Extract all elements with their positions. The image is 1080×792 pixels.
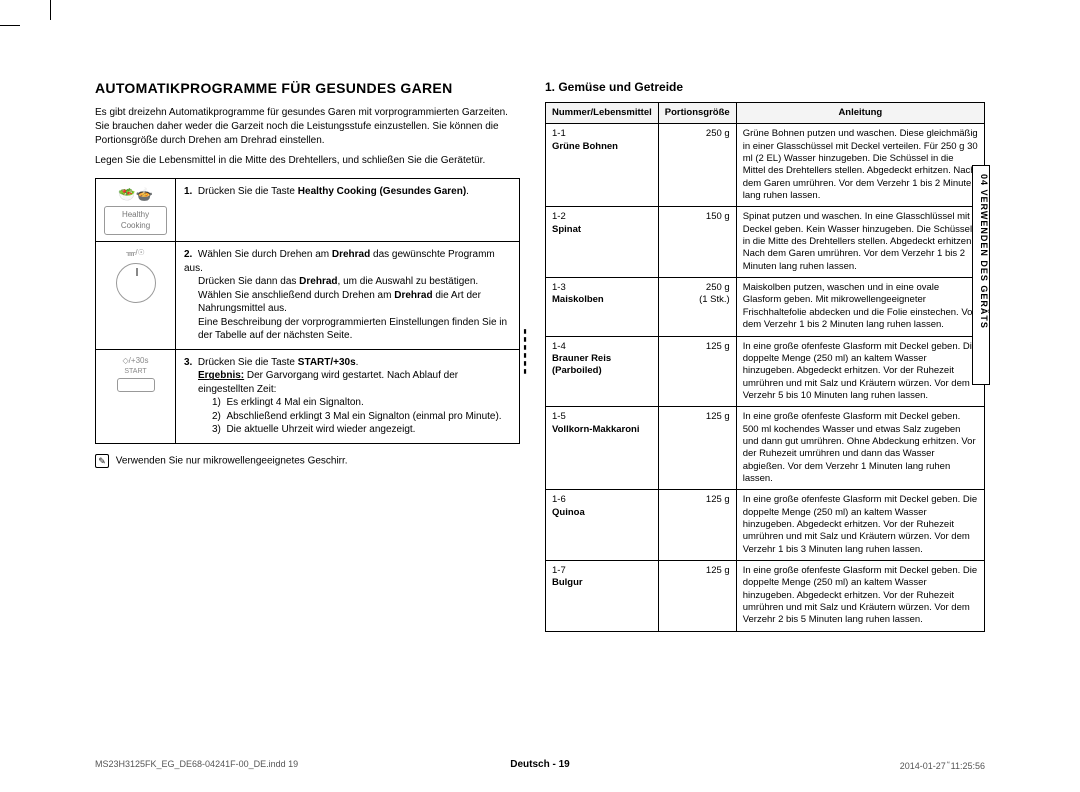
s2b-b: Drehrad <box>299 276 337 287</box>
cell-num: 1-1Grüne Bohnen <box>546 124 659 207</box>
dial-label: ᚄ/☉ <box>104 248 167 259</box>
crop-mark-h <box>0 25 20 26</box>
cell-instr: Grüne Bohnen putzen und waschen. Diese g… <box>736 124 984 207</box>
cell-instr: In eine große ofenfeste Glasform mit Dec… <box>736 490 984 561</box>
table-row: 1-5Vollkorn-Makkaroni125 gIn eine große … <box>546 407 985 490</box>
s3a-b: START/+30s <box>298 357 356 368</box>
healthy-cooking-button-illustration: Healthy Cooking <box>104 206 167 236</box>
s3-l3: Die aktuelle Uhrzeit wird wieder angezei… <box>226 424 415 435</box>
cell-num: 1-6Quinoa <box>546 490 659 561</box>
table-row: 1-1Grüne Bohnen250 gGrüne Bohnen putzen … <box>546 124 985 207</box>
th-portion: Portionsgröße <box>658 103 736 124</box>
s3a-pre: Drücken Sie die Taste <box>198 357 298 368</box>
cell-portion: 250 g <box>658 124 736 207</box>
s2a-b: Drehrad <box>332 249 370 260</box>
s3a-post: . <box>356 357 359 368</box>
table-row: 1-7Bulgur125 gIn eine große ofenfeste Gl… <box>546 561 985 632</box>
table-row: 1-2Spinat150 gSpinat putzen und waschen.… <box>546 207 985 278</box>
dial-illustration <box>116 263 156 303</box>
step3-text: 3. Drücken Sie die Taste START/+30s. Erg… <box>176 349 520 443</box>
s3-l1: Es erklingt 4 Mal ein Signalton. <box>226 397 363 408</box>
cell-portion: 125 g <box>658 336 736 407</box>
step1-pre: Drücken Sie die Taste <box>198 186 298 197</box>
step2-icon-cell: ᚄ/☉ <box>96 242 176 350</box>
footer-meta: MS23H3125FK_EG_DE68-04241F-00_DE.indd 19… <box>95 759 985 772</box>
s2d: Eine Beschreibung der vorprogrammierten … <box>198 317 507 342</box>
table-row: 1-6Quinoa125 gIn eine große ofenfeste Gl… <box>546 490 985 561</box>
cell-num: 1-5Vollkorn-Makkaroni <box>546 407 659 490</box>
step1-post: . <box>466 186 469 197</box>
step3-icon-cell: ◇/+30s START <box>96 349 176 443</box>
s2c-pre: Wählen Sie anschließend durch Drehen am <box>198 290 394 301</box>
side-tab: 04 VERWENDEN DES GERÄTS <box>972 165 990 385</box>
note-text: Verwenden Sie nur mikrowellengeeignetes … <box>116 456 348 467</box>
start-button-illustration <box>117 378 155 392</box>
intro-paragraph-1: Es gibt dreizehn Automatikprogramme für … <box>95 106 520 148</box>
cell-portion: 125 g <box>658 407 736 490</box>
cell-num: 1-7Bulgur <box>546 561 659 632</box>
s3b-u: Ergebnis: <box>198 370 244 381</box>
table-row: 1-3Maiskolben250 g (1 Stk.)Maiskolben pu… <box>546 278 985 336</box>
page-content: AUTOMATIKPROGRAMME FÜR GESUNDES GAREN Es… <box>95 80 985 730</box>
cell-instr: Maiskolben putzen, waschen und in eine o… <box>736 278 984 336</box>
cell-num: 1-2Spinat <box>546 207 659 278</box>
cell-instr: In eine große ofenfeste Glasform mit Dec… <box>736 336 984 407</box>
table-subhead: 1. Gemüse und Getreide <box>545 80 985 94</box>
step1-bold: Healthy Cooking (Gesundes Garen) <box>298 186 466 197</box>
cell-instr: Spinat putzen und waschen. In eine Glass… <box>736 207 984 278</box>
note-row: ✎ Verwenden Sie nur mikrowellengeeignete… <box>95 454 520 468</box>
hc-glyph: 🥗🍲 <box>104 185 167 204</box>
start-sym: ◇/+30s <box>104 356 167 367</box>
s2b-pre: Drücken Sie dann das <box>198 276 299 287</box>
cell-portion: 125 g <box>658 490 736 561</box>
page-title: AUTOMATIKPROGRAMME FÜR GESUNDES GAREN <box>95 80 520 96</box>
step1-icon-cell: 🥗🍲 Healthy Cooking <box>96 179 176 242</box>
step2-text: 2. Wählen Sie durch Drehen am Drehrad da… <box>176 242 520 350</box>
s2b-post: , um die Auswahl zu bestätigen. <box>338 276 479 287</box>
meta-right: 2014-01-27 ⷨ 11:25:56 <box>900 759 985 772</box>
crop-mark-v <box>50 0 51 20</box>
table-row: 1-4Brauner Reis (Parboiled)125 gIn eine … <box>546 336 985 407</box>
start-label: START <box>104 367 167 376</box>
note-icon: ✎ <box>95 454 109 468</box>
steps-table: 🥗🍲 Healthy Cooking 1. Drücken Sie die Ta… <box>95 178 520 444</box>
cell-instr: In eine große ofenfeste Glasform mit Dec… <box>736 407 984 490</box>
cell-portion: 150 g <box>658 207 736 278</box>
food-table: Nummer/Lebensmittel Portionsgröße Anleit… <box>545 102 985 632</box>
registration-marks: ▮▮▮▮▮▮ <box>522 328 528 376</box>
cell-num: 1-4Brauner Reis (Parboiled) <box>546 336 659 407</box>
th-num: Nummer/Lebensmittel <box>546 103 659 124</box>
s2c-b: Drehrad <box>394 290 432 301</box>
step1-text: 1. Drücken Sie die Taste Healthy Cooking… <box>176 179 520 242</box>
intro-paragraph-2: Legen Sie die Lebensmittel in die Mitte … <box>95 154 520 168</box>
cell-num: 1-3Maiskolben <box>546 278 659 336</box>
cell-portion: 125 g <box>658 561 736 632</box>
th-instr: Anleitung <box>736 103 984 124</box>
cell-portion: 250 g (1 Stk.) <box>658 278 736 336</box>
meta-left: MS23H3125FK_EG_DE68-04241F-00_DE.indd 19 <box>95 759 298 769</box>
left-column: AUTOMATIKPROGRAMME FÜR GESUNDES GAREN Es… <box>95 80 520 468</box>
s2a-pre: Wählen Sie durch Drehen am <box>198 249 332 260</box>
right-column: 1. Gemüse und Getreide Nummer/Lebensmitt… <box>545 80 985 632</box>
s3-l2: Abschließend erklingt 3 Mal ein Signalto… <box>226 411 501 422</box>
cell-instr: In eine große ofenfeste Glasform mit Dec… <box>736 561 984 632</box>
